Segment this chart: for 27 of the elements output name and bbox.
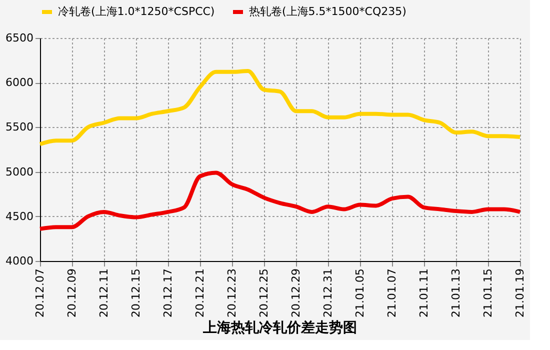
- x-tick-label: 20.12.17: [162, 268, 174, 318]
- x-tick-label: 20.12.25: [258, 268, 270, 318]
- x-tick-label: 20.12.31: [322, 268, 334, 318]
- y-tick-label: 4500: [6, 210, 34, 223]
- x-tick-label: 20.12.29: [290, 268, 302, 318]
- y-tick-label: 5500: [6, 120, 34, 134]
- x-tick-label: 21.01.11: [418, 268, 430, 318]
- y-tick-label: 4000: [6, 254, 34, 268]
- x-tick-label: 20.12.21: [194, 268, 206, 318]
- x-tick-label: 20.12.09: [66, 268, 78, 318]
- legend-label: 冷轧卷(上海1.0*1250*CSPCC): [58, 5, 215, 18]
- x-tick-label: 20.12.23: [226, 268, 238, 318]
- x-tick-label: 21.01.07: [386, 268, 398, 318]
- x-tick-label: 21.01.05: [354, 268, 366, 318]
- x-tick-label: 20.12.15: [130, 268, 142, 318]
- y-tick-label: 5000: [6, 165, 34, 178]
- line-series: [38, 170, 522, 231]
- legend-label: 热轧卷(上海5.5*1500*CQ235): [249, 5, 406, 18]
- x-tick-label: 21.01.15: [482, 268, 494, 318]
- line-series: [38, 69, 522, 146]
- x-tick-label: 21.01.13: [450, 268, 462, 318]
- y-tick-label: 6500: [6, 32, 34, 44]
- x-tick-label: 21.01.19: [514, 268, 526, 318]
- text: 上海热轧冷轧价差走势图: [202, 320, 357, 336]
- x-tick-label: 20.12.07: [34, 268, 46, 318]
- y-tick-label: 6000: [6, 76, 34, 90]
- x-tick-label: 20.12.11: [98, 268, 110, 318]
